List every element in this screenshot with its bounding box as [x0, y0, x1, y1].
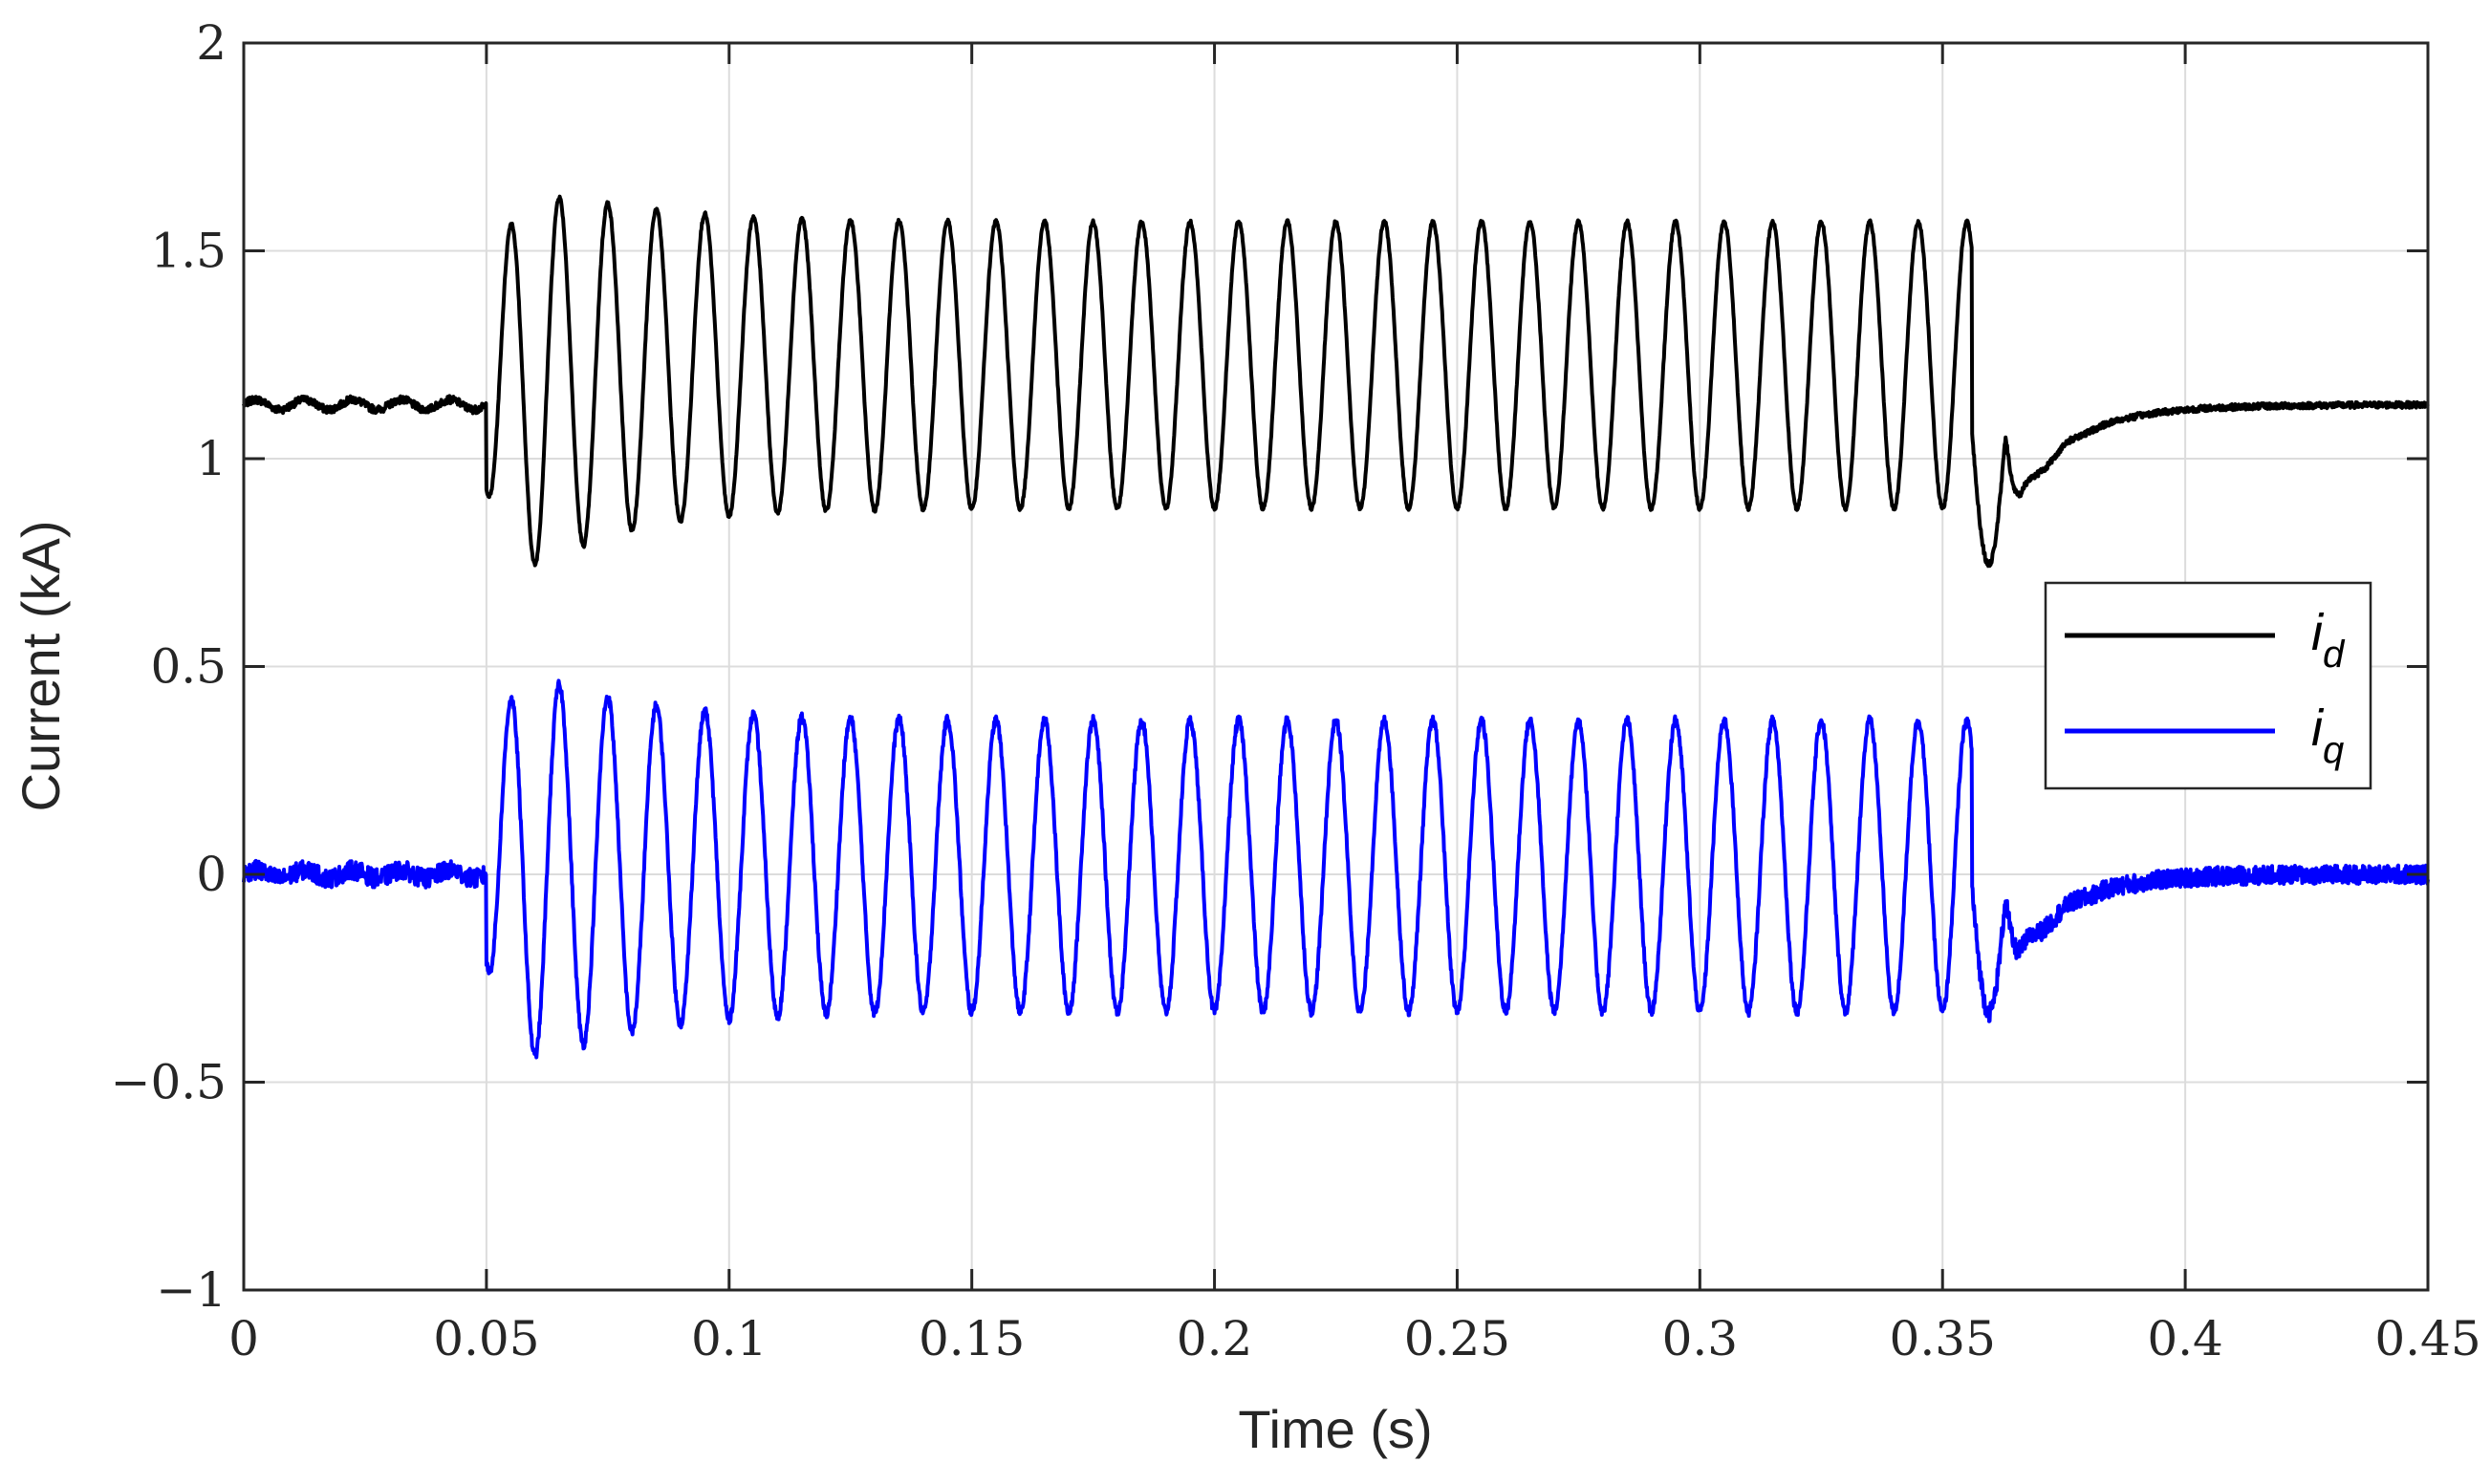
x-tick-label: 0.4	[2147, 1311, 2223, 1366]
y-tick-label: −1	[156, 1262, 227, 1318]
y-tick-label: −0.5	[111, 1055, 227, 1110]
x-tick-label: 0.15	[919, 1311, 1025, 1366]
x-tick-label: 0.05	[433, 1311, 539, 1366]
series-layer	[242, 194, 2430, 1060]
legend-box	[2044, 581, 2372, 790]
legend-main-iq: i	[2311, 699, 2325, 757]
legend-sub-iq: q	[2323, 729, 2344, 771]
y-tick-label: 0.5	[150, 639, 227, 695]
x-tick-label: 0.3	[1662, 1311, 1739, 1366]
x-tick-label: 0.2	[1177, 1311, 1253, 1366]
legend-main-id: i	[2311, 604, 2325, 661]
tick-labels: 0 0.05 0.1 0.15 0.2 0.25 0.3 0.35 0.4 0.45 2 1.5 1 0.…	[111, 15, 2481, 1366]
y-tick-label: 0	[196, 847, 227, 902]
x-tick-label: 0.45	[2374, 1311, 2480, 1366]
legend-label-id: id	[2311, 604, 2346, 676]
legend: id iq	[2044, 581, 2372, 790]
y-tick-label: 1.5	[150, 224, 227, 279]
series-line-iq	[242, 678, 2430, 1060]
x-axis-label: Time (s)	[1238, 1399, 1432, 1459]
legend-label-iq: iq	[2311, 699, 2344, 771]
y-tick-label: 1	[196, 431, 227, 486]
x-tick-label: 0.25	[1404, 1311, 1510, 1366]
x-tick-label: 0.1	[691, 1311, 768, 1366]
y-tick-label: 2	[196, 15, 227, 71]
legend-sub-id: d	[2323, 634, 2346, 676]
ticks	[242, 41, 2430, 1292]
y-axis-label: Current (kA)	[11, 521, 71, 812]
series-line-id	[242, 194, 2430, 569]
x-tick-label: 0	[228, 1311, 259, 1366]
x-tick-label: 0.35	[1890, 1311, 1996, 1366]
